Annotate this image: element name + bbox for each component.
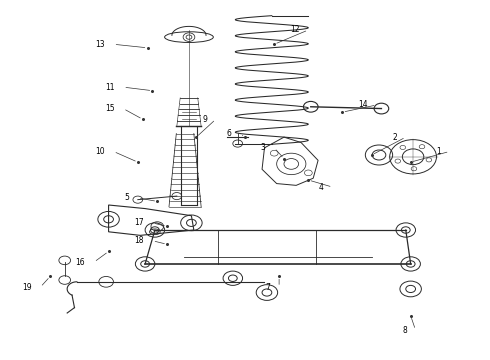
Text: 4: 4	[319, 183, 324, 192]
Text: 7: 7	[266, 283, 270, 292]
Text: 18: 18	[134, 236, 144, 245]
Text: 1: 1	[436, 147, 441, 156]
Text: 10: 10	[95, 147, 105, 156]
Text: 19: 19	[22, 283, 31, 292]
Text: 8: 8	[402, 325, 407, 334]
Text: 3: 3	[261, 143, 266, 152]
Text: 13: 13	[95, 40, 105, 49]
Text: 16: 16	[75, 258, 85, 267]
Text: 14: 14	[358, 100, 368, 109]
Text: 9: 9	[202, 115, 207, 124]
Text: 2: 2	[392, 132, 397, 141]
Text: 17: 17	[134, 219, 144, 228]
Text: 15: 15	[105, 104, 115, 113]
Text: 6: 6	[226, 129, 231, 138]
Text: 12: 12	[290, 26, 299, 35]
Text: 11: 11	[105, 83, 115, 92]
Text: 5: 5	[124, 193, 129, 202]
